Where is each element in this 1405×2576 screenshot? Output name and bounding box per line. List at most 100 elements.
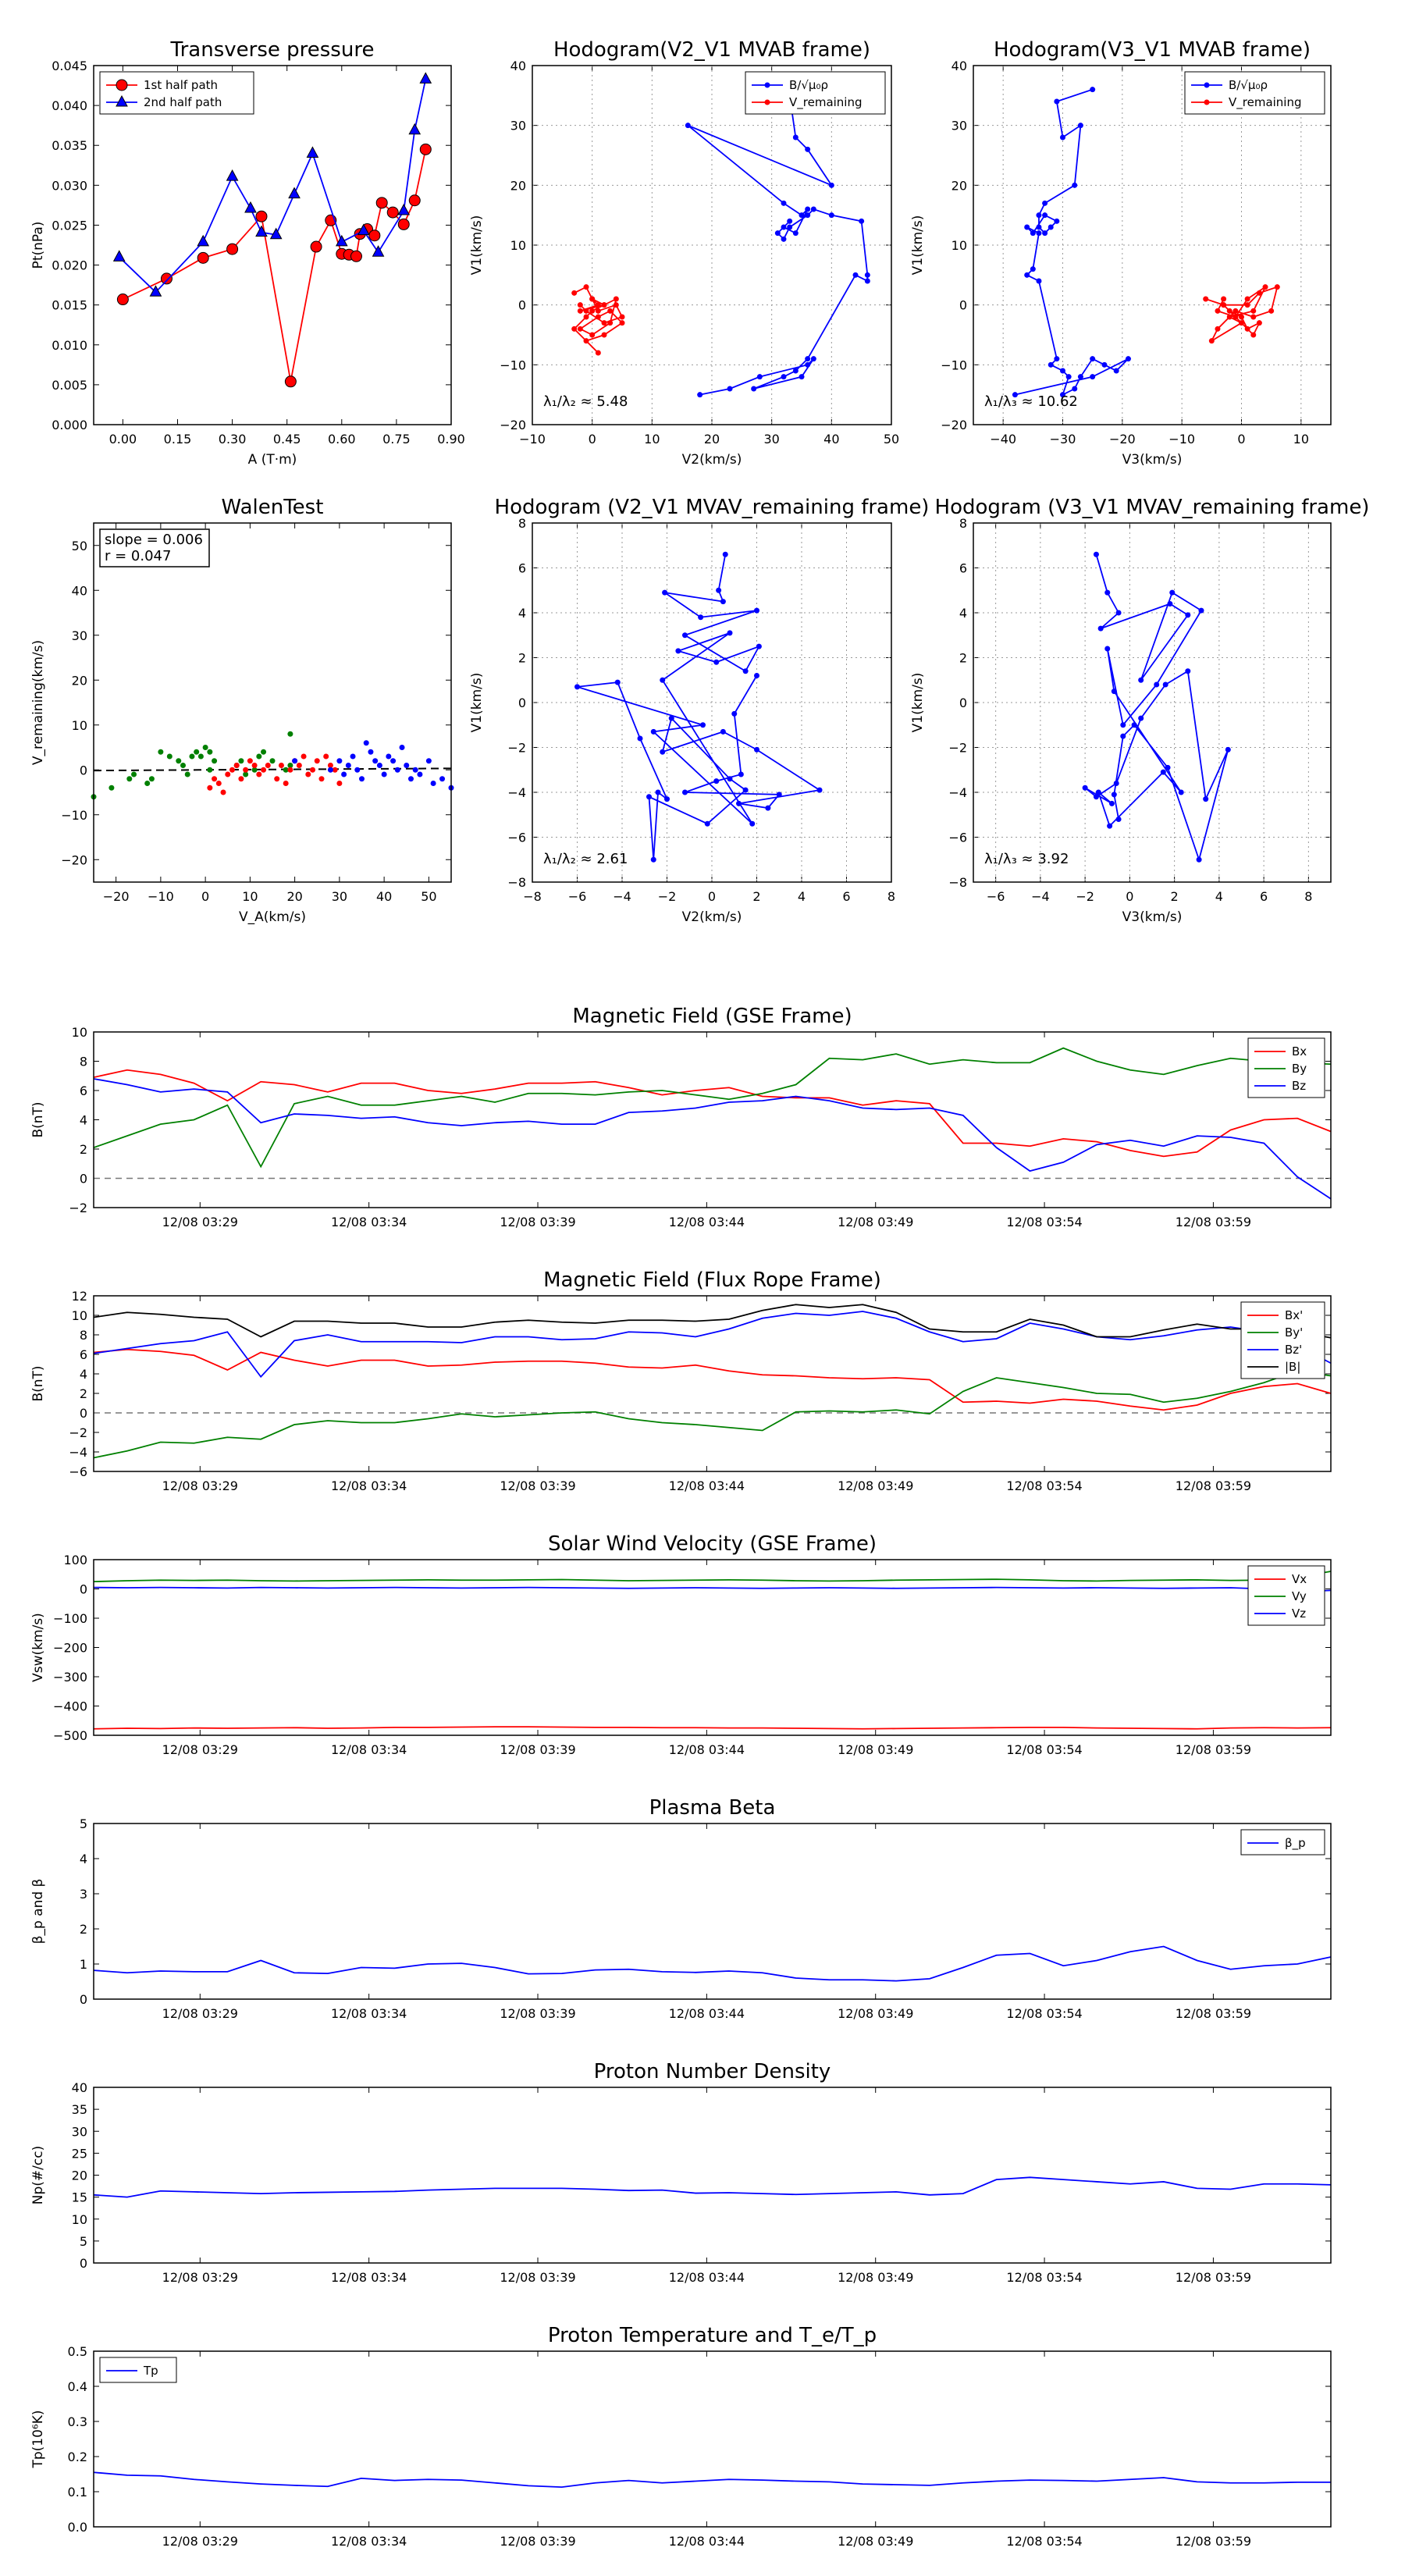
- bfr-ytick-label: −4: [69, 1445, 87, 1460]
- h1-annotation: λ₁/λ₂ ≈ 5.48: [543, 393, 628, 410]
- h1-point: [583, 284, 589, 290]
- h1-point: [828, 212, 834, 219]
- bfr-panel: Magnetic Field (Flux Rope Frame) −6 −4 −2 0 2…: [30, 1268, 1332, 1493]
- h4-ytick-label: 4: [959, 606, 967, 621]
- h3-title: Hodogram (V2_V1 MVAV_remaining frame): [495, 496, 930, 519]
- h1-point: [685, 123, 691, 129]
- tp-point: [226, 169, 239, 181]
- tp-legend-box: [99, 71, 254, 115]
- h1-point: [595, 350, 601, 356]
- tp-point: [372, 245, 385, 257]
- walen-point: [207, 749, 213, 755]
- h1-point: [583, 338, 589, 344]
- bgse-ytick-label: −2: [69, 1201, 87, 1215]
- walen-point: [212, 758, 218, 764]
- h2-point: [1060, 134, 1065, 141]
- np-ytick-label: 25: [72, 2146, 87, 2161]
- h3-ytick-label: 2: [518, 651, 526, 666]
- beta-xtick-label: 12/08 03:49: [838, 2006, 913, 2021]
- tp-point: [255, 210, 268, 222]
- h1-xtick-label: 0: [589, 432, 596, 447]
- bgse-ytick-label: 4: [80, 1113, 87, 1128]
- tpp-legend-box: [99, 2357, 177, 2383]
- beta-legend: β_p: [1240, 1829, 1325, 1856]
- h3-point: [742, 668, 749, 674]
- h3-point: [727, 776, 733, 782]
- bgse-legend-label: Bx: [1292, 1044, 1307, 1059]
- h1-point: [571, 290, 578, 296]
- h1-legend-box: [745, 71, 886, 115]
- walen-ytick-label: 30: [72, 628, 87, 643]
- walen-point: [412, 767, 418, 773]
- tp-legend-marker: [116, 79, 128, 91]
- tp-ytick-label: 0.035: [52, 138, 87, 153]
- h1-xtick-label: 20: [704, 432, 720, 447]
- h3-xtick-label: −4: [613, 889, 631, 904]
- h1-point: [859, 218, 865, 224]
- h4-point: [1104, 589, 1111, 596]
- walen-point: [238, 776, 244, 782]
- h2-xtick-label: 10: [1293, 432, 1309, 447]
- h2-point: [1048, 361, 1054, 368]
- h4-point: [1095, 789, 1101, 795]
- h1-point: [583, 308, 589, 314]
- np-ytick-label: 40: [72, 2080, 87, 2095]
- bgse-xtick-label: 12/08 03:49: [838, 1215, 913, 1229]
- walen-point: [287, 767, 293, 773]
- h3-ytick-label: 0: [518, 696, 526, 710]
- tp-point: [397, 203, 411, 215]
- h1-point: [805, 212, 811, 219]
- walen-xtick-label: −20: [103, 889, 130, 904]
- h2-legend-marker: [1204, 82, 1210, 88]
- bfr-ytick-label: 0: [80, 1406, 87, 1421]
- tp-point: [284, 375, 297, 388]
- h2-point: [1250, 314, 1257, 320]
- walen-point: [243, 767, 249, 773]
- bgse-series-Bx: [93, 1069, 1332, 1158]
- walen-point: [394, 767, 400, 773]
- h2-ytick-label: −20: [941, 418, 967, 432]
- h4-point: [1093, 794, 1099, 800]
- bgse-ytick-label: 2: [80, 1142, 87, 1157]
- np-xtick-label: 12/08 03:34: [331, 2270, 407, 2285]
- h4-point: [1115, 817, 1122, 822]
- h3-point: [727, 630, 733, 636]
- walen-point: [261, 749, 267, 755]
- h2-point: [1221, 302, 1227, 308]
- bfr-series-|B|: [93, 1304, 1332, 1339]
- h4-point: [1107, 823, 1113, 829]
- h2-point: [1250, 308, 1257, 314]
- walen-ylabel: V_remaining(km/s): [30, 640, 46, 765]
- h2-point: [1072, 182, 1078, 188]
- h4-annotation: λ₁/λ₃ ≈ 3.92: [984, 851, 1069, 867]
- vsw-panel: Solar Wind Velocity (GSE Frame) −500 −400 −…: [30, 1532, 1332, 1757]
- walen-point: [166, 753, 173, 760]
- h3-xtick-label: 6: [842, 889, 850, 904]
- h2-point: [1054, 98, 1060, 105]
- tpp-ytick-label: 0.3: [68, 2414, 87, 2429]
- h2-point: [1256, 290, 1262, 296]
- tp-series-line: [123, 149, 427, 382]
- tpp-title: Proton Temperature and T_e/T_p: [548, 2324, 877, 2347]
- tpp-xtick-label: 12/08 03:44: [669, 2534, 745, 2549]
- h1-point: [607, 320, 614, 326]
- h2-point: [1244, 302, 1250, 308]
- h3-point: [742, 787, 749, 793]
- tp-legend-label: 1st half path: [144, 78, 218, 92]
- h3-point: [668, 715, 674, 721]
- walen-point: [376, 763, 382, 768]
- walen-point: [176, 758, 182, 764]
- walen-point: [202, 745, 208, 750]
- walen-point: [354, 767, 361, 773]
- h1-ytick-label: 0: [518, 298, 526, 313]
- h3-xtick-label: −8: [523, 889, 542, 904]
- walen-title: WalenTest: [222, 496, 324, 519]
- vsw-series-Vz: [93, 1586, 1332, 1593]
- tp-xtick-label: 0.30: [219, 432, 247, 447]
- h2-legend-marker: [1204, 99, 1210, 105]
- walen-point: [359, 776, 365, 782]
- walen-point: [323, 753, 329, 760]
- h3-point: [749, 820, 756, 827]
- h4-point: [1120, 733, 1126, 739]
- walen-point: [296, 763, 302, 768]
